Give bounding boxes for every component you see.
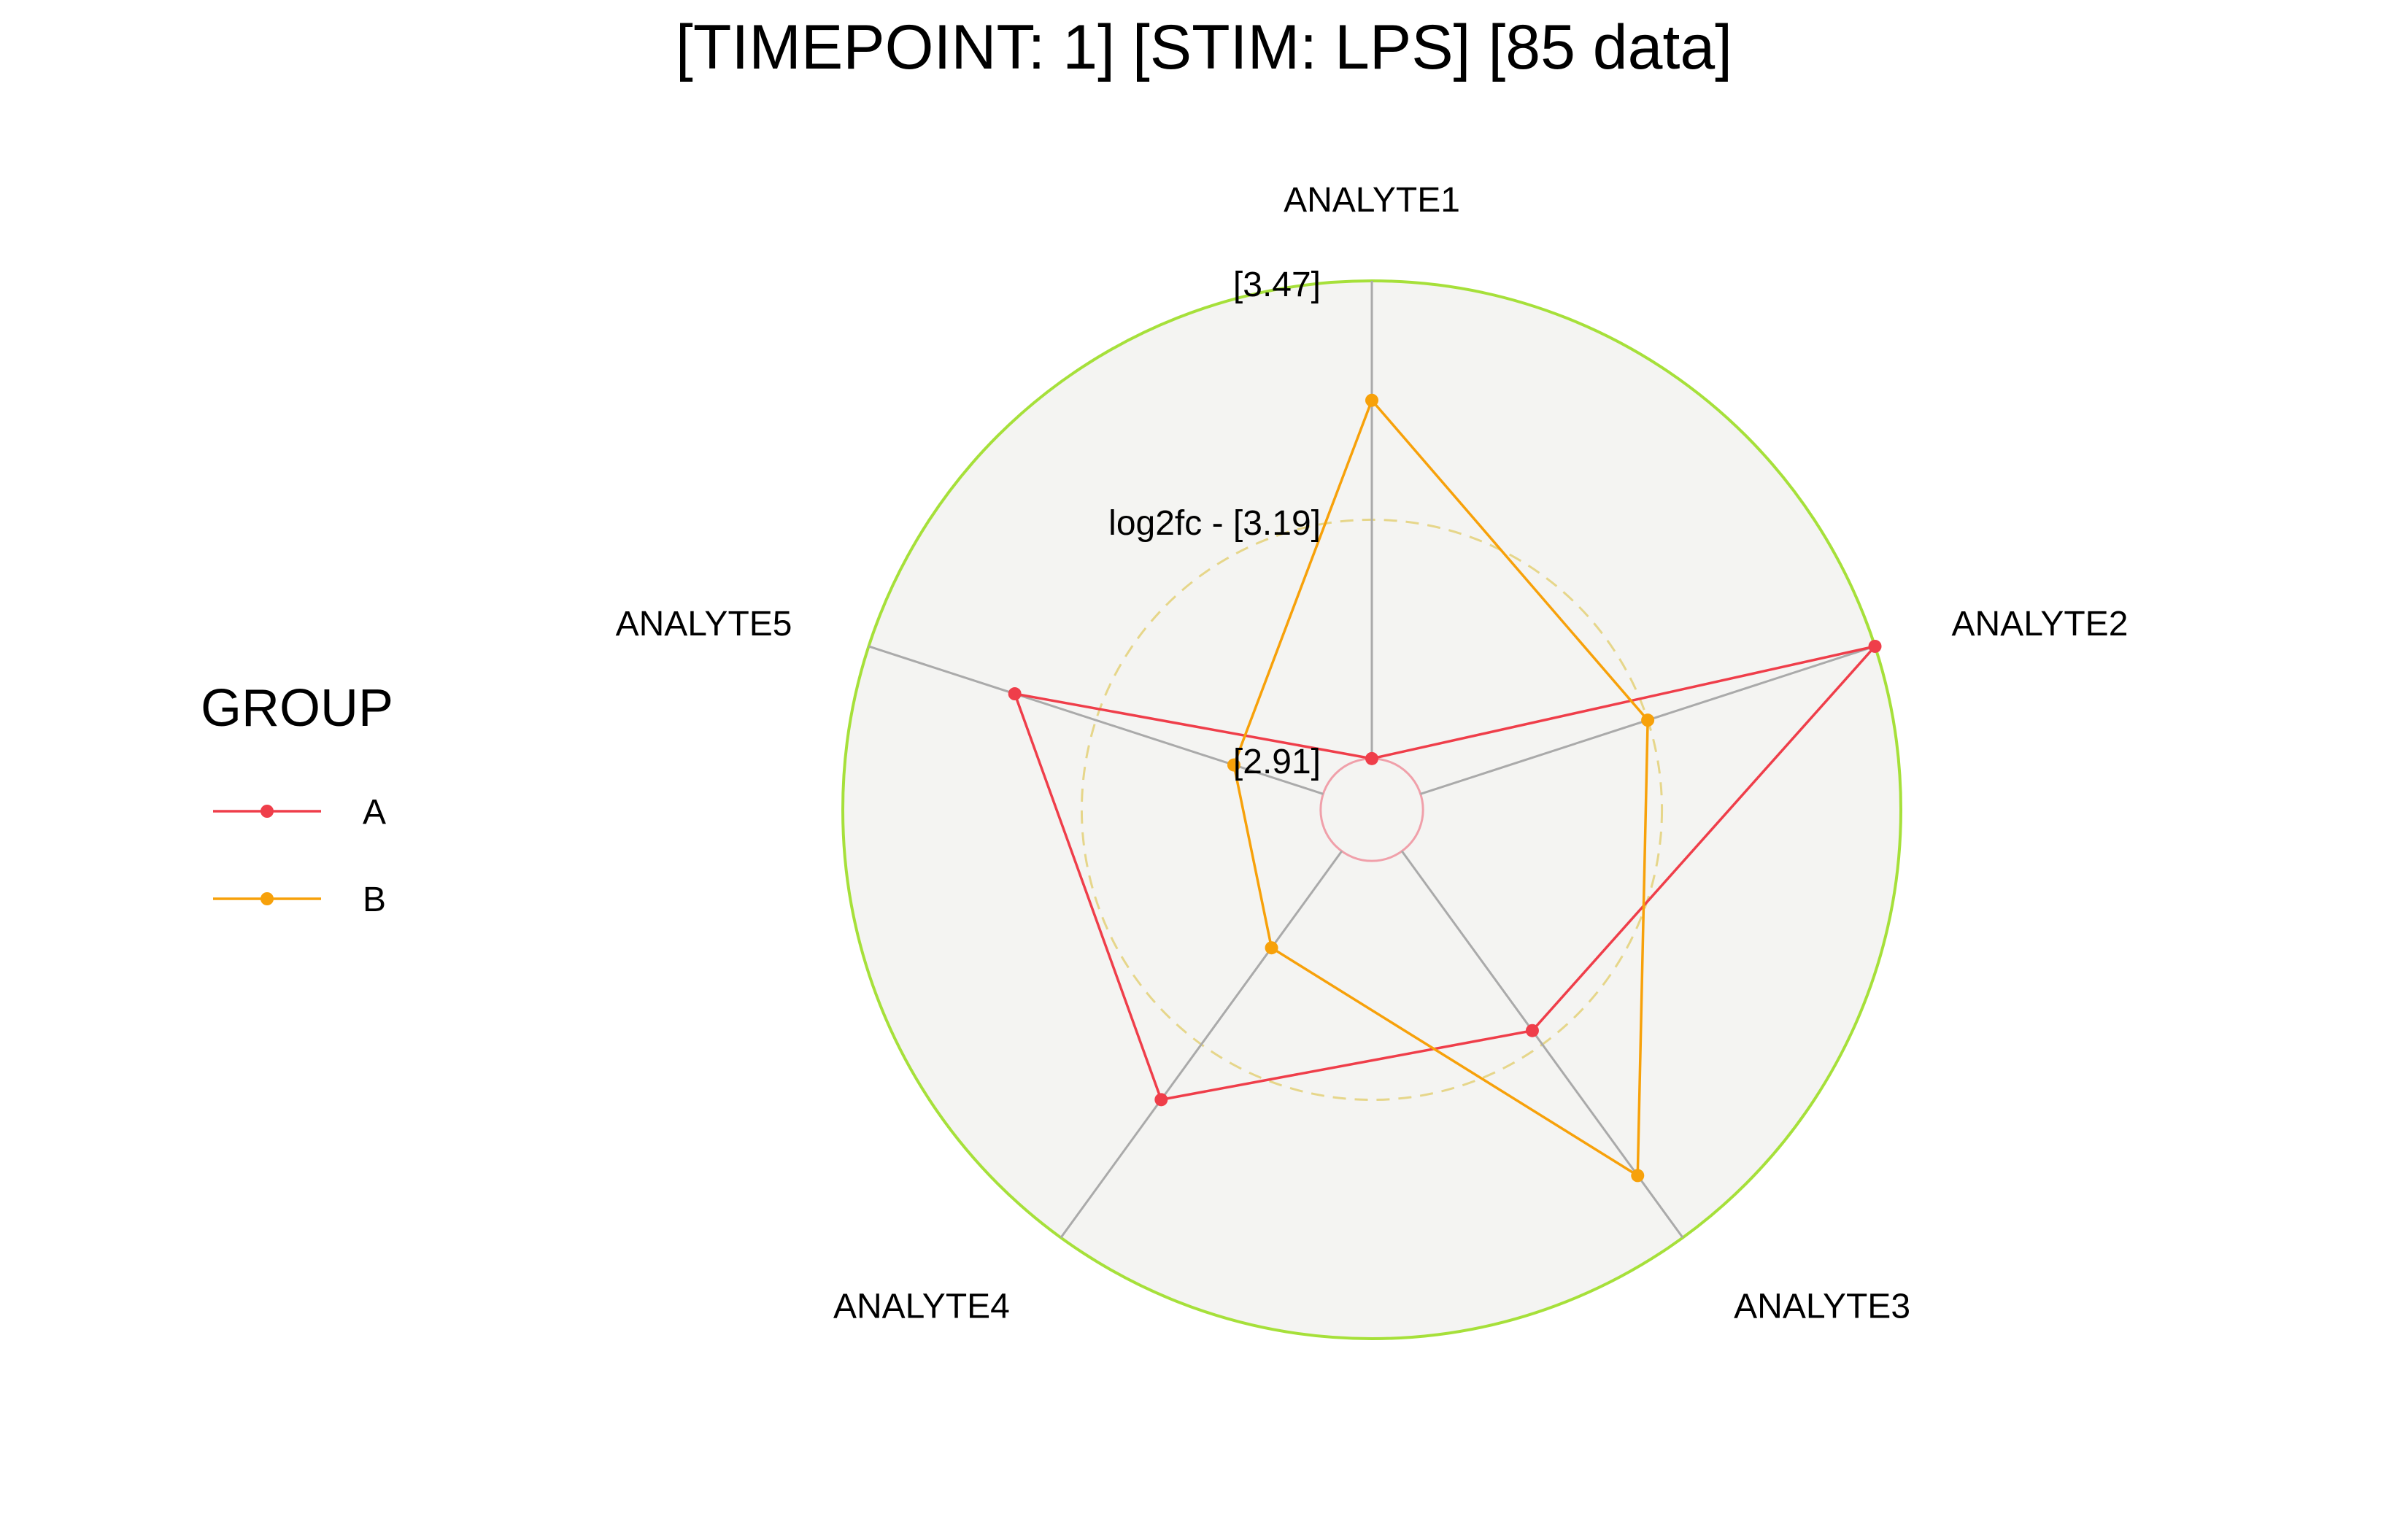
point-b-analyte2 xyxy=(1641,713,1655,727)
series-points xyxy=(1008,393,1882,1183)
legend-items: AB xyxy=(213,793,386,919)
series-line-b xyxy=(1232,398,1649,1178)
point-a-analyte5 xyxy=(1008,687,1022,701)
legend: GROUP AB xyxy=(201,679,393,919)
legend-label-a: A xyxy=(363,793,386,832)
axis-label-analyte1: ANALYTE1 xyxy=(1284,181,1460,220)
radar-panel xyxy=(841,279,1902,1340)
spoke-analyte4 xyxy=(1060,850,1343,1239)
grid-label-outer: [3.47] xyxy=(1233,266,1321,304)
chart-title: [TIMEPOINT: 1] [STIM: LPS] [85 data] xyxy=(676,12,1732,82)
point-b-analyte3 xyxy=(1631,1169,1645,1183)
axis-label-analyte2: ANALYTE2 xyxy=(1952,605,2129,643)
grid-label-inner: [2.91] xyxy=(1233,743,1321,781)
point-b-analyte5 xyxy=(1227,758,1240,772)
point-a-analyte3 xyxy=(1525,1024,1539,1037)
legend-title: GROUP xyxy=(201,679,393,738)
series-line-a xyxy=(1012,644,1879,1102)
point-b-analyte4 xyxy=(1265,941,1278,955)
point-a-analyte2 xyxy=(1868,639,1882,653)
legend-label-b: B xyxy=(363,881,386,919)
axis-label-analyte3: ANALYTE3 xyxy=(1734,1288,1910,1326)
point-a-analyte1 xyxy=(1365,751,1378,765)
axis-label-analyte4: ANALYTE4 xyxy=(833,1288,1010,1326)
legend-marker-a xyxy=(261,805,274,818)
axis-labels: ANALYTE1 ANALYTE2 ANALYTE3 ANALYTE4 ANALYTE5 xyxy=(616,181,2129,1326)
point-b-analyte1 xyxy=(1365,393,1378,407)
axis-label-analyte5: ANALYTE5 xyxy=(616,605,792,643)
grid-label-middle: log2fc - [3.19] xyxy=(1108,504,1321,543)
spoke-analyte5 xyxy=(868,645,1324,795)
legend-marker-b xyxy=(261,892,274,905)
series-lines xyxy=(1012,398,1879,1178)
point-a-analyte4 xyxy=(1154,1093,1168,1107)
